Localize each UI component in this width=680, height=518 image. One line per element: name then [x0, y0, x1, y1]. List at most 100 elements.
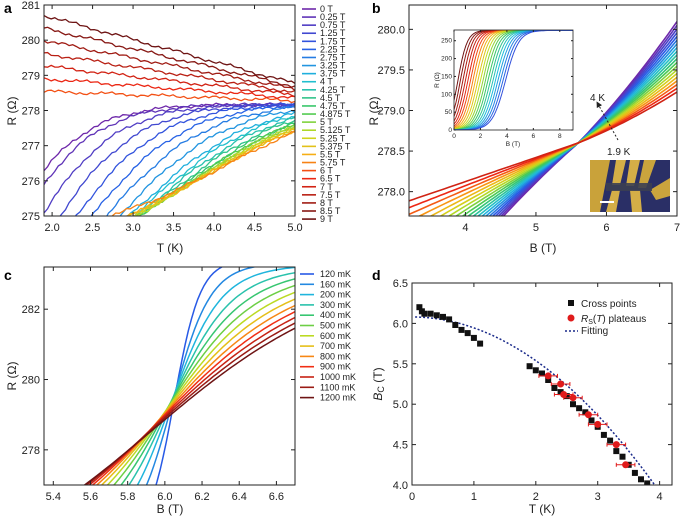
- panel-a-xtick-label: 3.5: [166, 222, 181, 234]
- panel-b-curve: [461, 61, 677, 216]
- cross-point: [427, 310, 434, 317]
- panel-d-ytick-label: 6.5: [393, 278, 408, 290]
- cross-point: [416, 304, 423, 311]
- inset-xlabel: B (T): [506, 141, 520, 148]
- cross-point: [644, 480, 651, 485]
- legend-label: 300 mK: [320, 300, 351, 310]
- panel-a-ytick-label: 276: [22, 176, 40, 188]
- cross-point: [545, 377, 552, 383]
- panel-b-ytick-label: 280.0: [377, 24, 405, 36]
- cross-point: [433, 312, 440, 319]
- panel-b-curve: [417, 80, 677, 216]
- panel-c-xtick-label: 6.4: [232, 491, 247, 503]
- panel-a-ytick-label: 281: [22, 0, 40, 12]
- legend-fitting-label: Fitting: [581, 326, 608, 337]
- panel-d-ytick-label: 5.5: [393, 359, 408, 371]
- panel-a-curve-5-75-T: [104, 131, 295, 216]
- panel-d-ytick-label: 4.5: [393, 440, 408, 452]
- legend-label: 5.125 T: [320, 125, 351, 135]
- panel-a-curve-1-25-T: [59, 102, 295, 216]
- legend-label: 900 mK: [320, 362, 351, 372]
- panel-c-ylabel: R (Ω): [5, 362, 19, 391]
- inset-xtick-label: 2: [479, 133, 483, 140]
- panel-a-ytick-label: 275: [22, 211, 40, 223]
- panel-a-curve-2-25-T: [90, 105, 295, 216]
- legend-label: 1000 mK: [320, 372, 356, 382]
- panel-a-curve-9-T: [44, 14, 295, 84]
- panel-a-legend: 0 T0.25 T0.75 T1.25 T1.75 T2.25 T2.75 T3…: [302, 4, 351, 224]
- panel-b-series: [409, 21, 677, 216]
- legend-label: 4.75 T: [320, 101, 346, 111]
- inset-xtick-label: 8: [558, 133, 562, 140]
- legend-label: 8 T: [320, 198, 333, 208]
- legend-label: 0 T: [320, 4, 333, 14]
- legend-label: 500 mK: [320, 321, 351, 331]
- panel-a-xtick-label: 2.0: [44, 222, 59, 234]
- cross-point: [446, 316, 453, 323]
- plateau-point: [544, 372, 552, 380]
- panel-b-ytick-label: 279.5: [377, 65, 405, 77]
- panel-a-xtick-label: 2.5: [85, 222, 100, 234]
- legend-label: 7.5 T: [320, 190, 341, 200]
- legend-label: 400 mK: [320, 310, 351, 320]
- panel-a-curve-8-5-T: [44, 26, 295, 88]
- panel-a-xtick-label: 3.0: [125, 222, 140, 234]
- inset-xtick-label: 0: [452, 133, 456, 140]
- cross-point: [526, 363, 533, 370]
- legend-label: 5.375 T: [320, 141, 351, 151]
- panel-b-curve: [467, 58, 677, 216]
- panel-a-ytick-label: 278: [22, 106, 40, 118]
- panel-c-curve-900-mK: [91, 311, 295, 485]
- panel-a-chart: 2.0 2.5 3.0 3.5 4.0 4.5 5.0 275 276 277 278 279 280 2…: [5, 0, 351, 255]
- panel-d-xtick-label: 4: [657, 491, 663, 503]
- cross-point: [477, 340, 484, 347]
- panel-b-curve: [409, 83, 677, 216]
- panel-a-curve-4-T: [133, 116, 295, 216]
- legend-plateaus-marker: [567, 314, 575, 322]
- cross-point: [607, 437, 614, 444]
- panel-c-curve-300-mK: [128, 271, 295, 485]
- panel-c-curve-700-mK: [100, 298, 295, 485]
- inset-xtick-label: 6: [532, 133, 536, 140]
- panel-d-legend: Cross points RS(T) plateaus Fitting: [565, 299, 646, 337]
- plateau-point: [584, 411, 592, 419]
- panel-a-curve-5-5-T: [126, 129, 295, 216]
- cross-point: [464, 330, 471, 337]
- panel-d-xtick-label: 1: [471, 491, 477, 503]
- cross-point: [551, 385, 558, 391]
- plateau-point: [557, 380, 565, 388]
- panel-b-curve: [429, 76, 677, 216]
- panel-b-curve: [472, 54, 677, 216]
- panel-b-ytick-label: 279.0: [377, 106, 405, 118]
- cross-point: [576, 405, 583, 412]
- annotation-4k: 4 K: [590, 93, 605, 104]
- panel-b-curve: [488, 39, 677, 216]
- panel-b-xtick-label: 5: [533, 222, 539, 234]
- legend-label: 200 mK: [320, 290, 351, 300]
- panel-a-curve-3-25-T: [119, 110, 295, 216]
- panel-b-curve: [497, 28, 677, 216]
- panel-c-xtick-label: 5.6: [83, 491, 98, 503]
- temperature-arrow: [596, 101, 619, 141]
- panel-b-curve: [491, 35, 677, 216]
- panel-a-xtick-label: 4.0: [206, 222, 221, 234]
- inset-ytick-label: 150: [441, 73, 452, 80]
- plateau-point: [560, 391, 568, 398]
- legend-label: 1.25 T: [320, 28, 346, 38]
- panel-c-ytick-label: 282: [22, 304, 40, 316]
- panel-c-xtick-label: 6.2: [194, 491, 209, 503]
- panel-c-xtick-label: 6.0: [157, 491, 172, 503]
- cross-point: [600, 431, 607, 438]
- panel-c-curve-800-mK: [95, 304, 295, 485]
- panel-d-xtick-label: 2: [533, 491, 539, 503]
- cross-point: [470, 334, 477, 341]
- annotation-1-9k: 1.9 K: [607, 147, 631, 158]
- cross-point: [582, 409, 589, 416]
- device-micrograph: [590, 160, 670, 212]
- panel-d-xtick-label: 0: [409, 491, 415, 503]
- panel-d-frame: [411, 282, 673, 486]
- legend-cross-points-label: Cross points: [581, 299, 637, 310]
- legend-label: 5.75 T: [320, 158, 346, 168]
- panel-a-ylabel: R (Ω): [5, 97, 19, 126]
